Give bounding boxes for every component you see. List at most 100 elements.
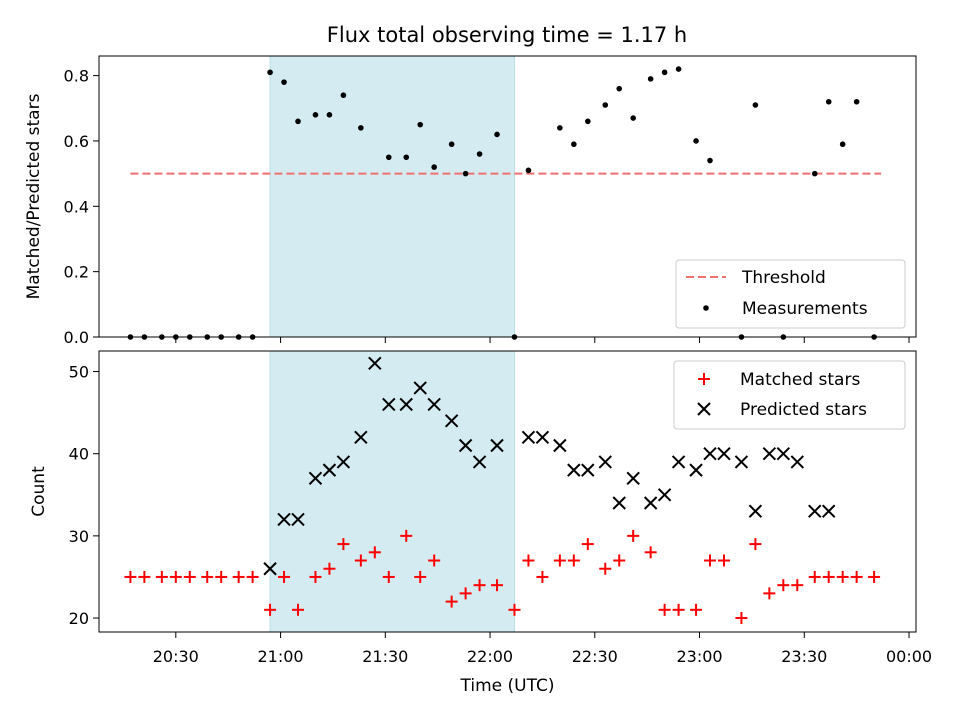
predicted-star-point bbox=[822, 504, 836, 518]
matched-star-point bbox=[581, 538, 594, 551]
x-tick-label: 23:30 bbox=[781, 647, 827, 666]
predicted-star-point bbox=[553, 438, 567, 453]
measurement-point bbox=[462, 170, 469, 177]
measurement-point bbox=[417, 121, 424, 128]
predicted-star-point bbox=[490, 438, 504, 453]
measurement-point bbox=[675, 66, 682, 72]
matched-star-point bbox=[169, 570, 182, 583]
matched-star-point bbox=[791, 579, 804, 592]
predicted-star-point bbox=[382, 397, 396, 412]
matched-star-point bbox=[850, 570, 863, 583]
matched-star-point bbox=[508, 603, 521, 616]
y-tick-label: 0.8 bbox=[64, 67, 89, 86]
predicted-star-point bbox=[612, 496, 626, 510]
measurement-point bbox=[340, 92, 347, 99]
measurement-point bbox=[312, 112, 319, 118]
measurement-point bbox=[431, 164, 437, 170]
predicted-star-point bbox=[291, 512, 305, 527]
matched-star-point bbox=[491, 579, 504, 592]
predicted-star-point bbox=[776, 446, 791, 461]
predicted-star-point bbox=[762, 446, 777, 461]
matched-star-point bbox=[278, 570, 291, 583]
highlight-span bbox=[269, 55, 515, 338]
y-tick-label: 20 bbox=[69, 609, 89, 628]
measurement-point bbox=[752, 102, 759, 108]
measurement-point bbox=[358, 125, 364, 131]
predicted-star-point bbox=[689, 463, 703, 477]
x-tick-label: 21:00 bbox=[258, 647, 304, 666]
chart-title: Flux total observing time = 1.17 h bbox=[327, 23, 687, 47]
legend-label: Predicted stars bbox=[740, 400, 867, 420]
y-axis-label: Matched/Predicted stars bbox=[24, 93, 44, 299]
highlight-span bbox=[269, 350, 515, 633]
predicted-star-point bbox=[598, 455, 612, 469]
y-tick-label: 0.6 bbox=[64, 132, 89, 151]
matched-star-point bbox=[777, 579, 790, 592]
x-axis-ticks: 20:30 21:00 21:30 22:00 22:30 23:00 23:30 00:00 bbox=[153, 632, 932, 666]
predicted-star-point bbox=[808, 504, 822, 518]
x-axis-label: Time (UTC) bbox=[460, 676, 555, 696]
matched-star-point bbox=[354, 554, 367, 567]
top-axes: 0.00.20.40.60.8 Matched/Predicted stars … bbox=[24, 55, 917, 347]
matched-star-point bbox=[215, 570, 228, 583]
predicted-star-point bbox=[354, 430, 368, 444]
matched-star-point bbox=[672, 603, 685, 616]
y-tick-label: 50 bbox=[69, 363, 89, 382]
legend-label: Measurements bbox=[742, 299, 868, 319]
matched-star-point bbox=[536, 570, 549, 583]
predicted-star-point bbox=[427, 397, 441, 412]
matched-star-point bbox=[735, 612, 748, 625]
matched-star-point bbox=[567, 554, 580, 567]
bottom-plot-area bbox=[124, 356, 881, 625]
predicted-star-point bbox=[521, 430, 536, 444]
matched-star-point bbox=[704, 554, 717, 567]
y-tick-label: 0.0 bbox=[64, 328, 89, 347]
matched-star-point bbox=[368, 546, 381, 559]
measurement-point bbox=[267, 69, 273, 76]
measurement-point bbox=[476, 151, 483, 157]
matched-star-point bbox=[822, 570, 835, 583]
matched-star-point bbox=[717, 554, 730, 567]
predicted-star-point bbox=[322, 463, 337, 477]
measurement-point bbox=[385, 154, 392, 161]
measurement-point bbox=[693, 138, 699, 144]
predicted-star-point bbox=[277, 512, 291, 527]
legend-predicted-swatch bbox=[697, 402, 711, 416]
measurement-point bbox=[630, 115, 636, 121]
x-tick-label: 00:00 bbox=[886, 647, 932, 666]
x-tick-label: 21:30 bbox=[362, 647, 408, 666]
predicted-star-point bbox=[458, 438, 473, 453]
y-axis-ticks: 0.0 0.2 0.4 0.6 0.8 bbox=[64, 67, 99, 347]
measurement-point bbox=[403, 154, 410, 161]
predicted-star-point bbox=[790, 455, 804, 469]
x-tick-label: 20:30 bbox=[153, 647, 199, 666]
matched-star-point bbox=[323, 562, 336, 575]
predicted-star-point bbox=[368, 356, 382, 371]
measurement-point bbox=[839, 141, 846, 148]
x-tick-label: 22:30 bbox=[572, 647, 618, 666]
predicted-star-point bbox=[308, 471, 323, 486]
y-tick-label: 0.4 bbox=[64, 197, 89, 216]
matched-star-point bbox=[522, 554, 535, 567]
measurement-point bbox=[571, 141, 577, 148]
measurement-point bbox=[448, 141, 455, 148]
matched-star-point bbox=[763, 587, 776, 600]
matched-star-point bbox=[400, 529, 413, 542]
x-tick-label: 23:00 bbox=[676, 647, 722, 666]
matched-star-point bbox=[382, 570, 395, 583]
measurement-point bbox=[295, 118, 301, 125]
predicted-star-point bbox=[263, 562, 277, 576]
matched-star-point bbox=[658, 603, 671, 616]
predicted-star-point bbox=[703, 446, 717, 461]
predicted-star-point bbox=[671, 455, 686, 469]
matched-star-point bbox=[445, 595, 458, 608]
measurement-point bbox=[811, 170, 818, 177]
y-tick-label: 0.2 bbox=[64, 263, 89, 282]
predicted-star-point bbox=[748, 504, 763, 518]
matched-star-point bbox=[836, 570, 849, 583]
matched-star-point bbox=[599, 562, 612, 575]
measurement-point bbox=[281, 79, 287, 85]
predicted-star-point bbox=[472, 455, 487, 469]
